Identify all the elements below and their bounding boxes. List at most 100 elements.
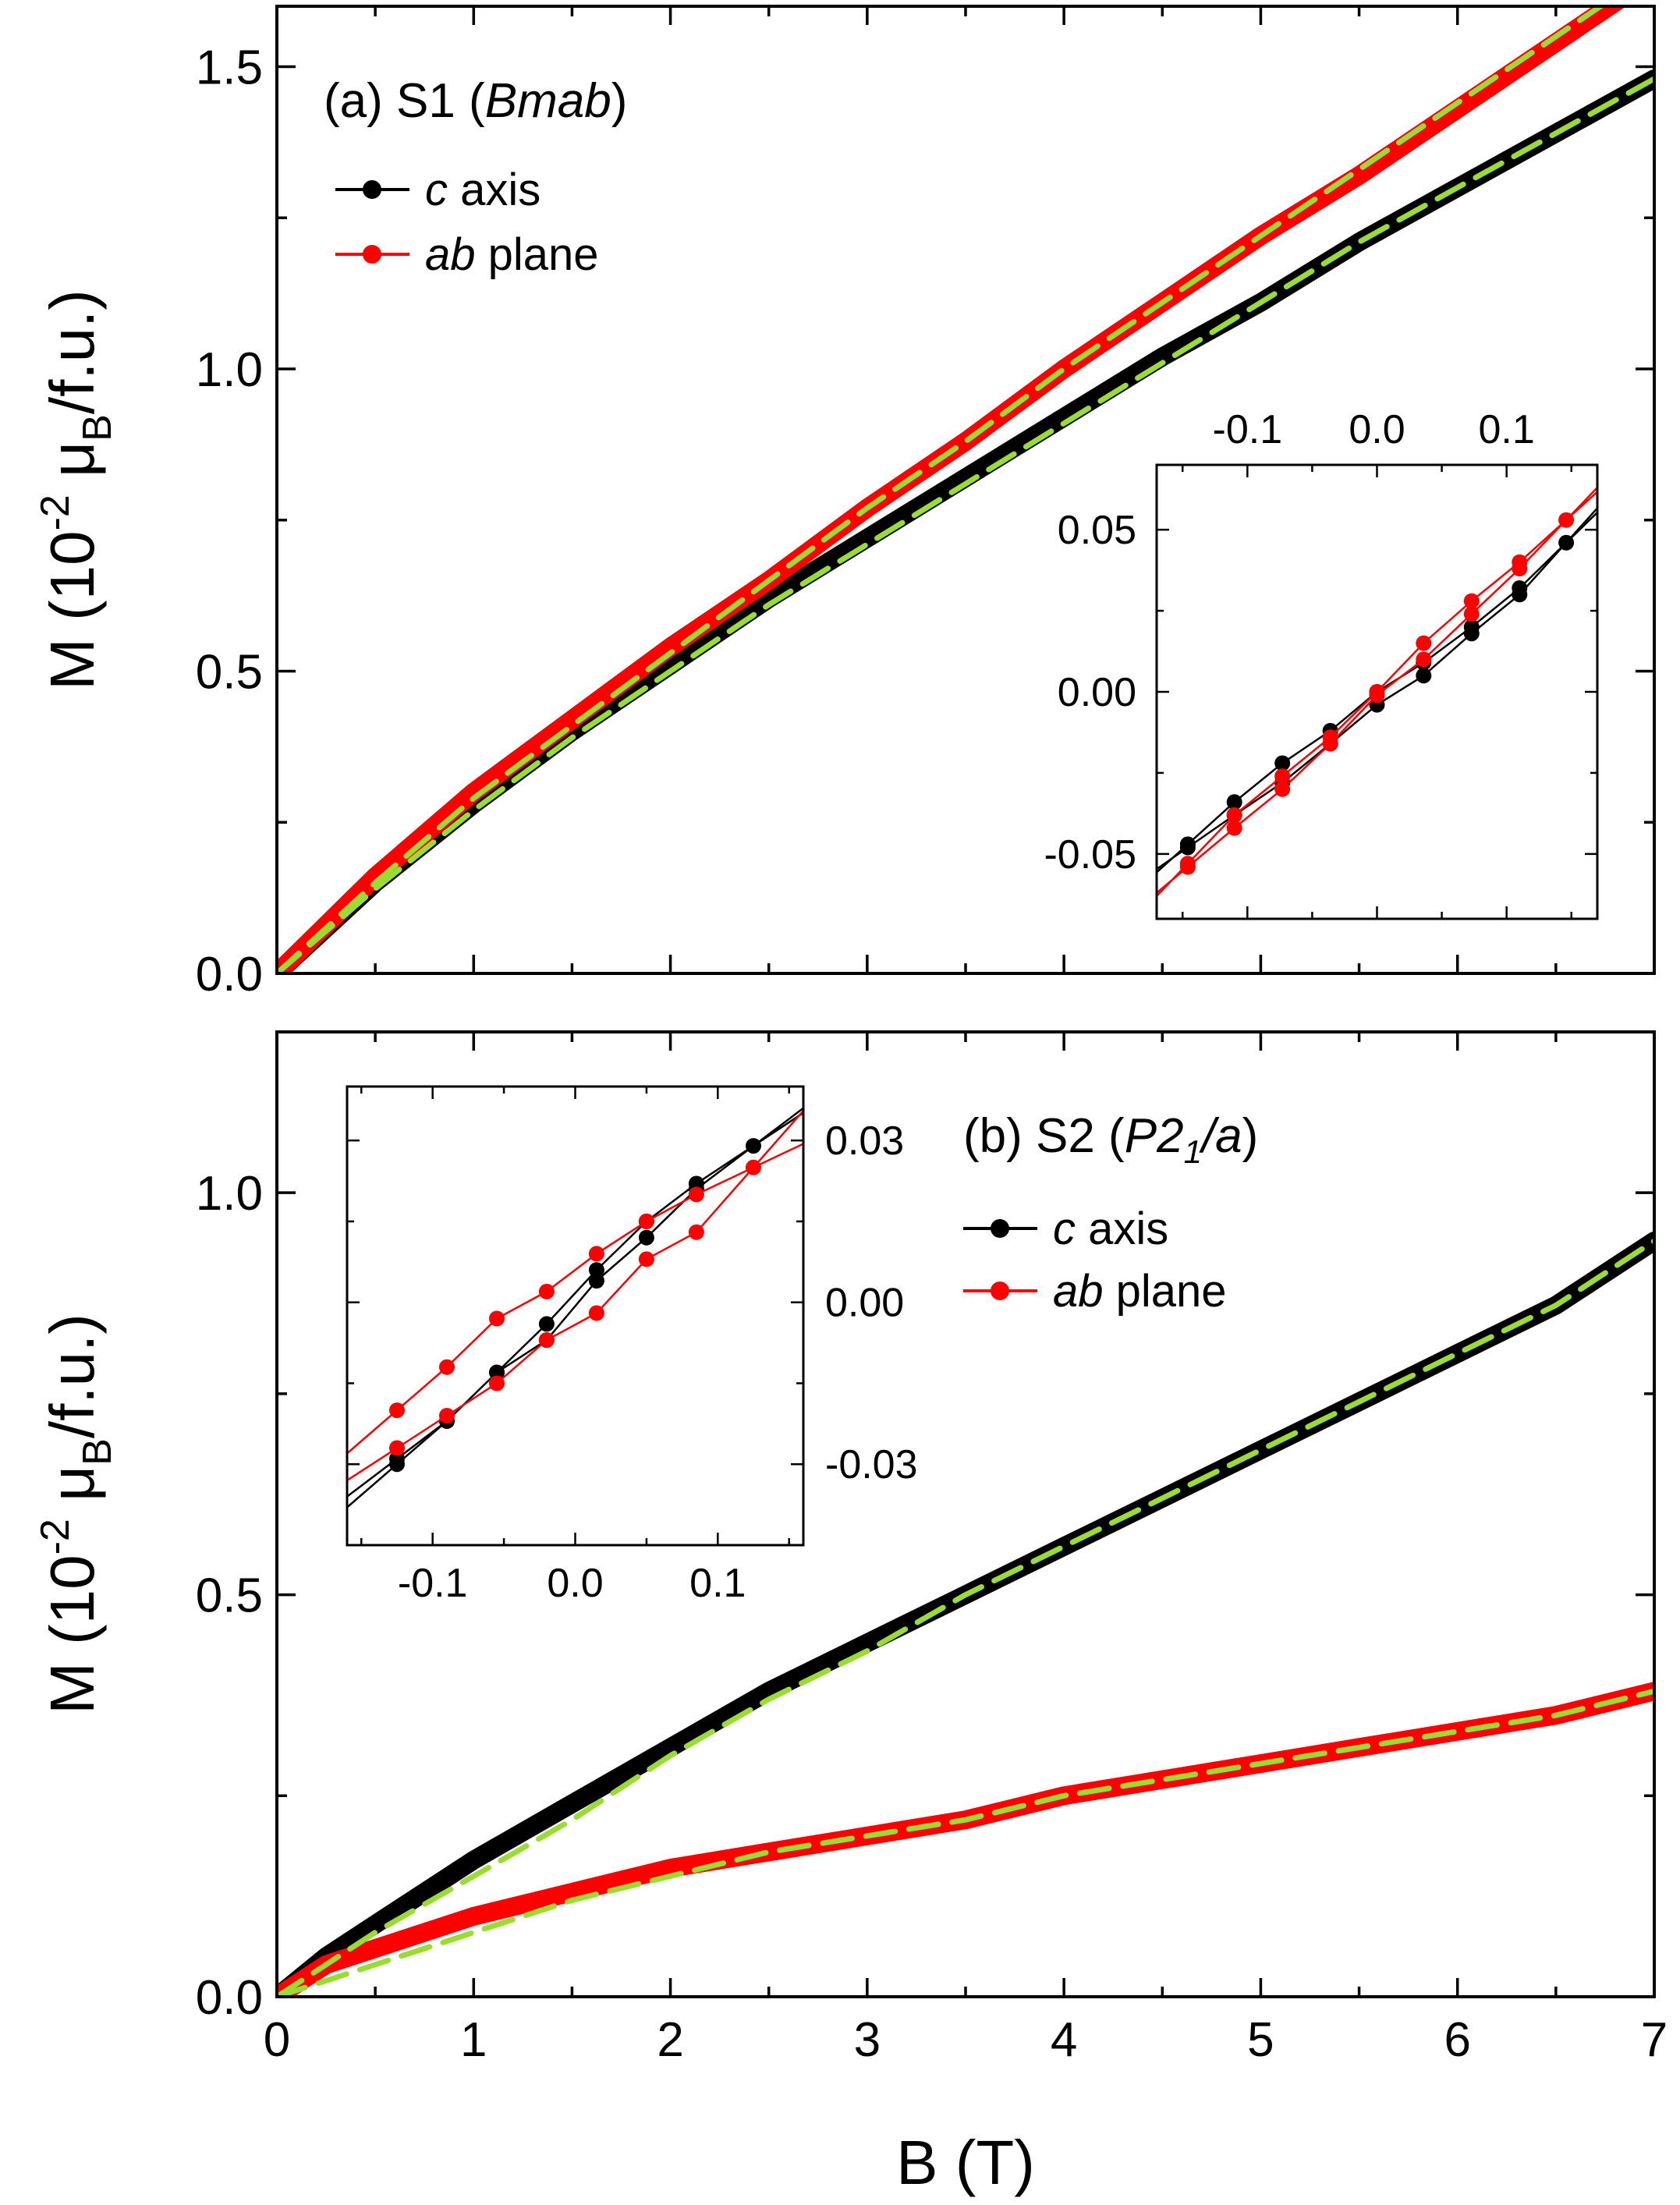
panel-a-ticks: 0.0 0.5 1.0 1.5: [196, 6, 1656, 1001]
inset-y-tick-label: 0.00: [825, 1281, 904, 1326]
panel-b-legend: c axis ab plane: [963, 1204, 1227, 1317]
y-tick-label: 1.0: [196, 343, 263, 397]
inset-c-axis-point: [389, 1451, 405, 1467]
inset-c-axis-point: [1179, 839, 1196, 856]
inset-c-axis-point: [1463, 626, 1480, 642]
inset-x-tick-label: 0.1: [689, 1561, 746, 1606]
x-tick-label: 1: [460, 2013, 487, 2067]
inset-c-axis-point: [538, 1316, 555, 1332]
inset-c-axis-point: [1416, 668, 1432, 684]
legend-entry-c-axis: c axis: [335, 165, 541, 215]
inset-ab-plane-point: [439, 1408, 455, 1423]
legend-marker-c-axis: [363, 180, 381, 199]
inset-ab-plane-point: [1416, 651, 1432, 668]
inset-c-axis-loop: [347, 1107, 803, 1509]
y-tick-label: 0.5: [196, 646, 263, 700]
panel-b-series: [277, 1232, 1654, 1997]
panel-b-label: (b) S2 (P21/a): [963, 1109, 1258, 1170]
inset-c-axis-point: [489, 1364, 505, 1381]
inset-ab-plane-point: [1369, 687, 1385, 704]
panel-a-series: [277, 6, 1654, 973]
inset-c-axis-point: [588, 1273, 604, 1289]
inset-y-tick-label: 0.03: [825, 1118, 904, 1164]
legend-entry-ab-plane: ab plane: [335, 229, 599, 280]
inset-ab-plane-point: [439, 1359, 455, 1375]
legend-entry-ab-plane: ab plane: [963, 1266, 1227, 1317]
panel-b: 0 1 2 3 4 5 6 7 0.0 0.5 1.0 (b) S2 (P21/a) c axis …: [33, 1030, 1668, 2197]
series-fit-3-line: [277, 6, 1606, 973]
inset-ab-plane-point: [538, 1332, 555, 1349]
inset-y-tick-label: -0.03: [825, 1442, 918, 1487]
inset-c-axis-point: [1226, 794, 1242, 810]
series-fit-2-line: [277, 1238, 1654, 1997]
legend-label-ab-plane: ab plane: [1053, 1266, 1227, 1317]
legend-entry-c-axis: c axis: [963, 1204, 1168, 1254]
x-tick-label: 5: [1247, 2013, 1274, 2067]
inset-x-tick-label: 0.0: [547, 1561, 603, 1606]
legend-marker-ab-plane: [363, 245, 381, 264]
inset-ab-plane-point: [489, 1375, 505, 1391]
inset-ab-plane-point: [389, 1402, 405, 1419]
x-tick-label: 4: [1051, 2013, 1077, 2067]
inset-ab-plane-point: [1322, 736, 1338, 752]
inset-ab-plane-point: [1226, 820, 1242, 836]
inset-ab-plane-point: [389, 1440, 405, 1456]
inset-ab-plane-point: [688, 1186, 704, 1203]
panel-b-y-axis-title: M (10-2 μB/f.u.): [33, 1313, 120, 1714]
inset-x-tick-label: -0.1: [1213, 407, 1283, 452]
inset-c-axis-point: [588, 1262, 604, 1278]
x-axis-title: B (T): [896, 2128, 1035, 2197]
inset-c-axis-point: [746, 1138, 761, 1154]
inset-c-axis-point: [1558, 534, 1575, 551]
x-tick-label: 6: [1444, 2013, 1470, 2067]
y-tick-label: 0.0: [196, 948, 263, 1001]
inset-ab-plane-point: [538, 1283, 555, 1299]
inset-ab-plane-point: [1512, 561, 1528, 576]
y-tick-label: 0.5: [196, 1569, 263, 1623]
panel-a-legend: c axis ab plane: [335, 165, 599, 280]
x-tick-label: 0: [264, 2013, 290, 2067]
inset-ab-plane-point: [1179, 859, 1196, 875]
inset-ab-plane-point: [746, 1159, 761, 1175]
x-tick-label: 3: [854, 2013, 881, 2067]
inset-ab-plane-point: [688, 1224, 704, 1240]
series-fit-2-line: [277, 76, 1654, 973]
inset-ab-plane-point: [1274, 768, 1291, 785]
inset-ab-plane-point: [1274, 781, 1291, 797]
x-tick-label: 2: [657, 2013, 683, 2067]
inset-x-tick-label: 0.0: [1349, 407, 1405, 452]
inset-y-tick-label: 0.05: [1058, 508, 1136, 553]
y-tick-label: 0.0: [196, 1971, 263, 2025]
inset-ab-plane-point: [588, 1246, 604, 1262]
y-tick-label: 1.5: [196, 41, 263, 95]
panel-a-y-axis-title: M (10-2 μB/f.u.): [33, 289, 120, 690]
inset-c-axis-point: [1274, 755, 1291, 771]
inset-x-tick-label: -0.1: [398, 1561, 468, 1606]
inset-ab-plane-point: [1226, 807, 1242, 823]
inset-ab-plane-point: [638, 1251, 654, 1267]
inset-c-axis-point: [1512, 587, 1528, 603]
y-tick-label: 1.0: [196, 1167, 263, 1221]
panel-a-label: (a) S1 (Bmab): [324, 74, 627, 128]
inset-y-tick-label: 0.00: [1058, 670, 1136, 715]
inset-c-axis-point: [638, 1229, 654, 1246]
inset-ab-plane-point: [588, 1305, 604, 1321]
inset-ab-plane-point: [1558, 512, 1575, 528]
series-fit-3-line: [277, 1688, 1654, 1997]
inset-ab-plane-point: [1463, 606, 1480, 622]
panel-a-inset: -0.1 0.0 0.1 -0.05 0.00 0.05: [1044, 407, 1599, 920]
legend-label-ab-plane: ab plane: [425, 229, 599, 280]
inset-ab-plane-loop: [347, 1109, 803, 1482]
inset-ab-plane-point: [638, 1213, 654, 1229]
panel-a: 0.0 0.5 1.0 1.5 (a) S1 (Bmab) c axis ab pla…: [33, 5, 1656, 1001]
inset-x-tick-label: 0.1: [1479, 407, 1535, 452]
panel-b-inset: -0.1 0.0 0.1 -0.03 0.00 0.03: [346, 1085, 918, 1606]
legend-marker-ab-plane: [991, 1282, 1009, 1300]
inset-ab-plane-point: [1463, 593, 1480, 609]
x-tick-label: 7: [1641, 2013, 1668, 2067]
inset-y-tick-label: -0.05: [1044, 832, 1136, 877]
legend-marker-c-axis: [991, 1219, 1009, 1238]
panel-b-ticks: 0 1 2 3 4 5 6 7 0.0 0.5 1.0: [196, 1032, 1668, 2067]
legend-label-c-axis: c axis: [1053, 1204, 1168, 1254]
